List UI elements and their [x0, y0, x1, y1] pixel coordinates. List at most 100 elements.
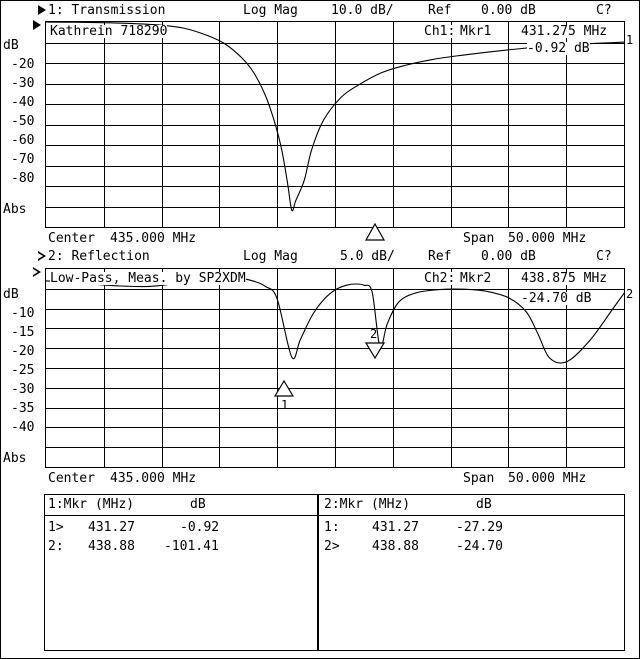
channel2-marker-2-symbol[interactable] — [365, 341, 385, 359]
channel2-marker-frequency: 438.875 MHz — [521, 271, 608, 286]
gridline-vertical — [162, 22, 163, 227]
channel2-span-label: Span — [463, 471, 495, 486]
channel1-ytick-3: -50 — [11, 114, 35, 129]
gridline-horizontal — [46, 348, 624, 349]
channel1-ytick-4: -60 — [11, 133, 35, 148]
channel2-format[interactable]: Log Mag — [243, 249, 298, 264]
marker-table-left-row-0-id: 1> — [48, 520, 64, 535]
channel2-correction-flag: C? — [596, 249, 612, 264]
channel1-ytick-6: -80 — [11, 171, 35, 186]
marker-table-right-title: 2:Mkr (MHz) — [324, 497, 411, 512]
marker-table-left-header-rule — [45, 515, 317, 516]
channel2-ytick-1: -15 — [11, 325, 35, 340]
marker-table-left-row-1-value: -101.41 — [164, 539, 219, 554]
channel1-marker-channel: Ch1: — [424, 24, 456, 39]
channel2-title: 2: Reflection — [48, 249, 150, 264]
marker-table-right-row-1-value: -24.70 — [456, 539, 503, 554]
gridline-horizontal — [46, 207, 624, 208]
channel2-marker-1-symbol[interactable] — [273, 380, 295, 398]
channel2-marker-name: Mkr2 — [460, 271, 492, 286]
marker-table-left-row-1-freq: 438.88 — [88, 539, 135, 554]
channel1-correction-flag: C? — [596, 3, 612, 18]
channel2-ytick-6: -40 — [11, 420, 35, 435]
channel2-marker-channel: Ch2: — [424, 271, 456, 286]
channel2-span-value[interactable]: 50.000 MHz — [508, 471, 587, 486]
channel1-format[interactable]: Log Mag — [243, 3, 298, 18]
marker-table-right[interactable] — [318, 494, 625, 651]
gridline-vertical — [393, 22, 394, 227]
channel2-ref-value[interactable]: 0.00 dB — [481, 249, 536, 264]
channel1-device-label: Kathrein 718290 — [50, 24, 168, 39]
gridline-horizontal — [46, 427, 624, 428]
channel2-marker-1-label: 1 — [281, 398, 289, 412]
channel2-scale-per-div[interactable]: 5.0 dB/ — [340, 249, 395, 264]
channel1-marker-frequency: 431.275 MHz — [521, 24, 608, 39]
channel1-yaxis-unit: dB — [3, 38, 19, 53]
channel2-marker-amplitude: -24.70 dB — [521, 291, 592, 306]
marker-table-right-header-rule — [319, 515, 624, 516]
marker-table-right-row-0-freq: 431.27 — [372, 520, 419, 535]
marker-table-right-row-1-id: 2> — [324, 539, 340, 554]
marker-table-left-row-0-value: -0.92 — [180, 520, 220, 535]
channel1-center-value[interactable]: 435.000 MHz — [110, 231, 197, 246]
channel1-trace-pointer — [33, 20, 41, 30]
channel1-active-indicator[interactable] — [38, 5, 46, 15]
channel1-ref-value[interactable]: 0.00 dB — [481, 3, 536, 18]
gridline-horizontal — [46, 328, 624, 329]
gridline-vertical — [566, 22, 567, 227]
channel2-center-value[interactable]: 435.000 MHz — [110, 471, 197, 486]
channel1-trace-area — [45, 21, 625, 228]
gridline-vertical — [219, 22, 220, 227]
channel1-title: 1: Transmission — [48, 3, 166, 18]
channel1-marker-amplitude: -0.92 dB — [527, 41, 590, 56]
channel2-center-label: Center — [48, 471, 95, 486]
gridline-vertical — [277, 22, 278, 227]
channel1-yaxis-mode: Abs — [3, 202, 27, 217]
channel1-center-label: Center — [48, 231, 95, 246]
marker-table-right-row-0-value: -27.29 — [456, 520, 503, 535]
gridline-horizontal — [46, 43, 624, 44]
gridline-horizontal — [46, 125, 624, 126]
marker-table-right-row-0-id: 1: — [324, 520, 340, 535]
marker-table-left[interactable] — [44, 494, 318, 651]
gridline-horizontal — [46, 309, 624, 310]
channel2-trace-pointer — [33, 267, 41, 277]
gridline-horizontal — [46, 388, 624, 389]
channel1-trace-number: 1 — [626, 33, 634, 47]
channel1-trace — [45, 21, 625, 212]
channel1-scale-per-div[interactable]: 10.0 dB/ — [331, 3, 394, 18]
marker-table-right-row-1-freq: 438.88 — [372, 539, 419, 554]
gridline-vertical — [451, 22, 452, 227]
gridline-vertical — [508, 22, 509, 227]
marker-table-right-unit: dB — [476, 497, 492, 512]
channel2-ytick-0: -10 — [11, 306, 35, 321]
channel1-ytick-2: -40 — [11, 95, 35, 110]
marker-table-left-unit: dB — [190, 497, 206, 512]
gridline-vertical — [335, 22, 336, 227]
channel2-ytick-5: -35 — [11, 401, 35, 416]
gridline-horizontal — [46, 166, 624, 167]
marker-table-left-title: 1:Mkr (MHz) — [48, 497, 135, 512]
channel2-yaxis-mode: Abs — [3, 451, 27, 466]
marker-table-left-row-1-id: 2: — [48, 539, 64, 554]
channel1-span-label: Span — [463, 231, 495, 246]
gridline-horizontal — [46, 63, 624, 64]
marker-table-left-row-0-freq: 431.27 — [88, 520, 135, 535]
channel2-ytick-2: -20 — [11, 344, 35, 359]
channel2-active-indicator[interactable] — [38, 251, 46, 261]
channel1-ytick-0: -20 — [11, 57, 35, 72]
channel1-ref-label: Ref — [428, 3, 452, 18]
gridline-horizontal — [46, 408, 624, 409]
channel1-ytick-5: -70 — [11, 152, 35, 167]
channel1-ytick-1: -30 — [11, 76, 35, 91]
channel2-trace-number: 2 — [626, 287, 634, 301]
channel1-graticule — [45, 21, 625, 228]
channel1-marker-name: Mkr1 — [460, 24, 492, 39]
channel2-ref-label: Ref — [428, 249, 452, 264]
channel1-span-value[interactable]: 50.000 MHz — [508, 231, 587, 246]
gridline-horizontal — [46, 368, 624, 369]
channel2-yaxis-unit: dB — [3, 287, 19, 302]
gridline-horizontal — [46, 145, 624, 146]
channel1-marker-1-symbol[interactable] — [364, 222, 386, 242]
channel2-marker-2-label: 2 — [370, 327, 378, 341]
